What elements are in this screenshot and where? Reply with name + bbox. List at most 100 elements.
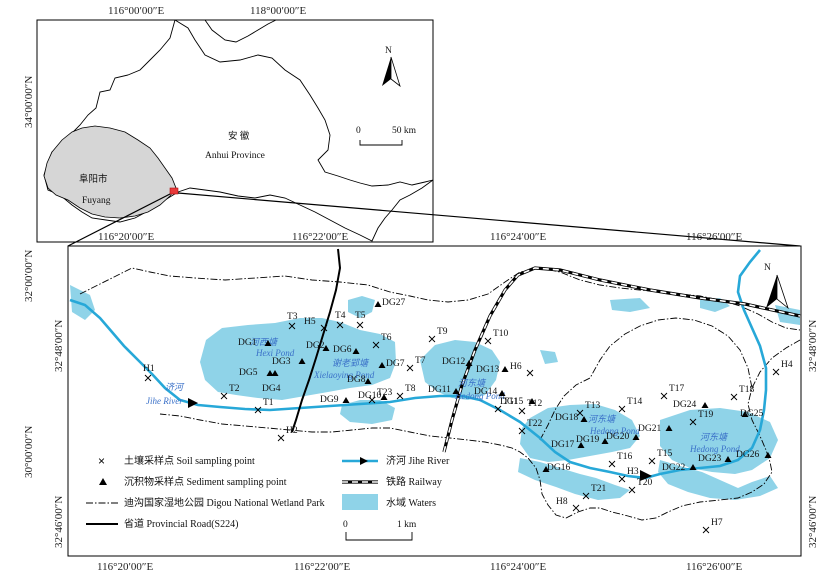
sediment-marker [378,362,386,368]
inset-north-arrow: N [382,46,401,88]
soil-point-h5: H5 [304,317,328,332]
city-label-cn: 阜阳市 [79,173,108,185]
main-lon-bottom-3: 116°24′00″E [490,561,546,573]
connector-line-left [67,193,171,247]
soil-marker [220,392,228,400]
soil-marker [396,392,404,400]
soil-label: T6 [381,333,392,343]
soil-point-h2: H2 [277,426,298,442]
legend-waters: 水域 Waters [386,496,436,509]
water-label-hedong3-en: Hedong Pond [689,444,740,454]
soil-marker [336,321,344,329]
sediment-marker [364,378,372,384]
study-area-marker [169,187,179,195]
soil-marker [618,405,626,413]
main-scale-zero: 0 [343,520,348,530]
province-label-cn: 安 徽 [228,130,250,142]
sediment-marker [498,390,506,396]
sediment-point-dg22: DG22 [662,463,697,473]
soil-marker [518,427,526,435]
soil-label: T9 [437,327,448,337]
soil-point-t19: T19 [689,410,714,426]
sediment-marker [764,452,772,458]
soil-point-t4: T4 [335,311,346,329]
inset-north-label: N [385,46,392,56]
soil-point-t13: T13 [576,401,601,417]
sediment-label: DG22 [662,463,685,473]
main-lat-right-1: 32°48′00″N [807,320,819,372]
soil-label: T21 [591,484,607,494]
sediment-point-dg10: DG10 [358,391,388,401]
soil-label: T13 [585,401,601,411]
soil-label: T7 [415,356,426,366]
sediment-marker [380,394,388,400]
soil-label: T2 [229,384,240,394]
soil-label: H1 [143,364,155,374]
soil-label: H4 [781,360,793,370]
water-label-hedong3-cn: 河东塘 [700,432,729,442]
soil-point-t8: T8 [396,384,416,400]
soil-point-t16: T16 [608,452,633,468]
soil-label: T23 [377,388,393,398]
sediment-label: DG17 [551,440,574,450]
sediment-label: DG4 [262,384,281,394]
inset-lon-1: 116°00′00″E [108,5,164,17]
soil-marker [428,335,436,343]
legend-soil-symbol: × [98,454,105,468]
soil-point-t23: T23 [368,388,393,404]
soil-marker [660,392,668,400]
soil-point-h1: H1 [143,364,155,382]
soil-point-t10: T10 [484,329,509,345]
main-lon-top-2: 116°22′00″E [292,231,348,243]
legend: × 土壤采样点 Soil sampling point 沉积物采样点 Sedim… [86,454,450,530]
main-scale-bar: 0 1 km [343,520,417,541]
main-lon-bottom-2: 116°22′00″E [294,561,350,573]
legend-river: 济河 Jihe River [386,454,450,467]
sediment-point-dg21: DG21 [638,424,673,434]
soil-marker [406,364,414,372]
sediment-point-dg19: DG19 [576,435,609,445]
legend-sediment-symbol [99,478,107,485]
soil-label: T1 [263,398,274,408]
soil-point-t17: T17 [660,384,685,400]
sediment-label: DG12 [442,357,465,367]
sediment-label: DG8 [347,375,366,385]
river-flow-arrow-1 [188,398,198,408]
soil-label: T22 [527,419,543,429]
water-label-hexi-en: Hexi Pond [255,348,295,358]
soil-marker [288,322,296,330]
sediment-point-dg15: DG15 [500,397,536,407]
sediment-label: DG6 [333,345,352,355]
soil-point-h7: H7 [702,518,723,534]
sediment-label: DG3 [272,357,291,367]
soil-label: T3 [287,312,298,322]
inset-scale-label: 50 km [392,126,417,136]
soil-point-t5: T5 [355,311,366,329]
main-lon-top-4: 116°26′00″E [686,231,742,243]
soil-marker [368,396,376,404]
soil-marker [628,486,636,494]
sediment-marker [271,370,279,376]
sediment-point-dg11: DG11 [428,385,460,395]
soil-point-t21: T21 [582,484,607,500]
sediment-label: DG18 [555,413,578,423]
sediment-point-dg16: DG16 [542,463,570,473]
sediment-marker [741,411,749,417]
soil-label: T5 [355,311,366,321]
main-lon-bottom-4: 116°26′00″E [686,561,742,573]
sediment-point-dg25: DG25 [740,409,763,419]
sediment-label: DG13 [476,365,499,375]
main-lon-top-3: 116°24′00″E [490,231,546,243]
sediment-marker [689,464,697,470]
water-label-xielaoying-cn: 谢老郢塘 [332,358,370,368]
soil-label: T4 [335,311,346,321]
soil-marker [572,504,580,512]
sediment-marker [352,348,360,354]
sediment-marker [665,425,673,431]
main-lat-left-1: 32°48′00″N [53,320,65,372]
sediment-point-dg7: DG7 [378,359,405,369]
legend-park: 迪沟国家湿地公园 Digou National Wetland Park [124,496,325,509]
anhui-outline-top [204,19,277,43]
sediment-points-layer: DG1 DG2 DG3 DG4 DG5 DG6 DG7 DG8 DG9 DG10 DG11 DG12 D… [238,298,772,473]
sediment-marker [374,301,382,307]
